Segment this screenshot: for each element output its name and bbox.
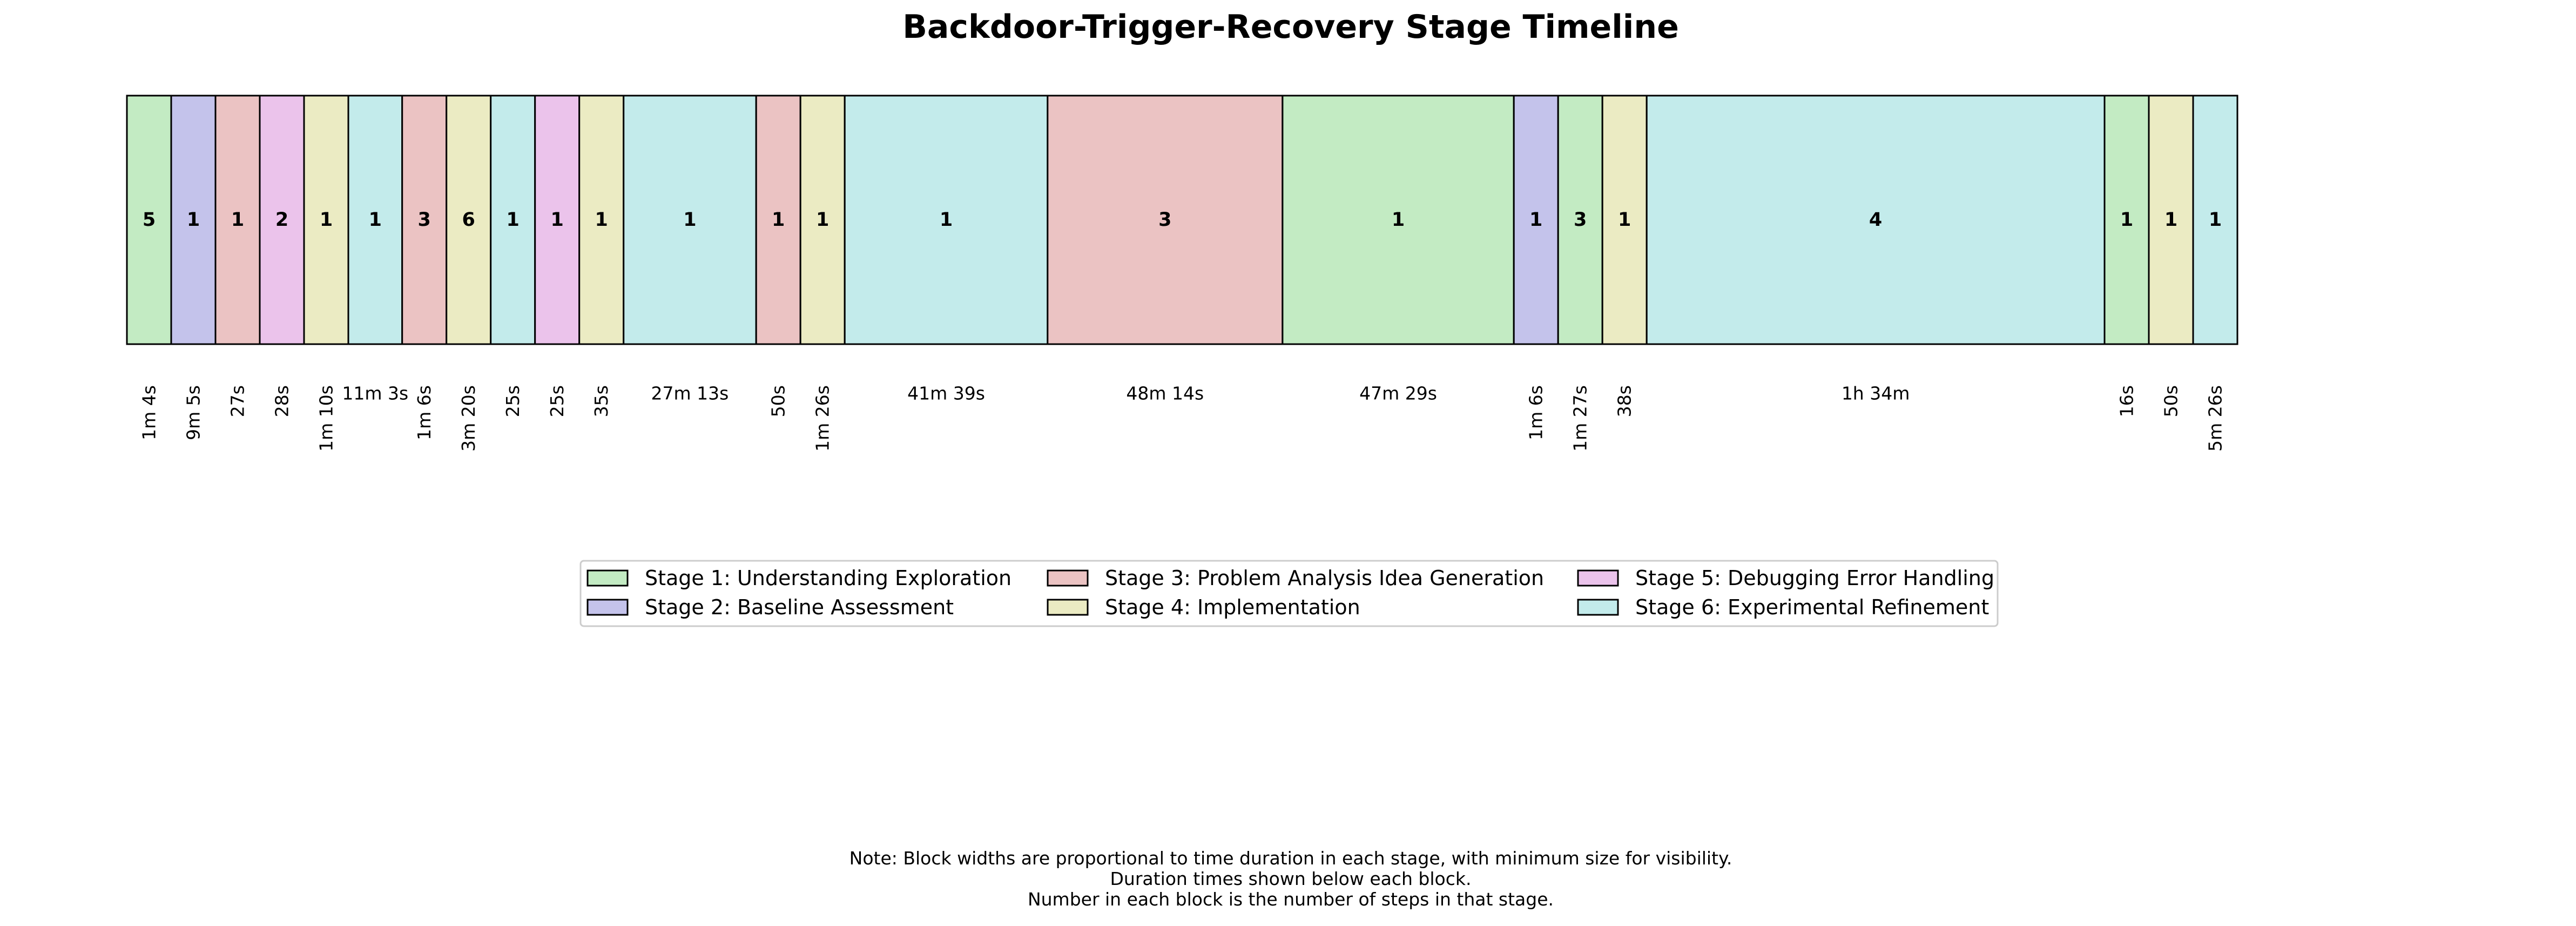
- legend-swatch: [1577, 599, 1619, 616]
- block-duration-label: 47m 29s: [1359, 383, 1437, 404]
- block-step-count: 3: [418, 209, 431, 231]
- block-step-count: 1: [551, 209, 564, 231]
- block-step-count: 5: [143, 209, 156, 231]
- timeline-block: [755, 95, 801, 345]
- block-step-count: 1: [231, 209, 244, 231]
- block-duration-label: 41m 39s: [907, 383, 985, 404]
- legend-label: Stage 4: Implementation: [1105, 595, 1360, 619]
- block-duration-label: 11m 3s: [342, 383, 408, 404]
- block-step-count: 1: [683, 209, 696, 231]
- note-line-2: Duration times shown below each block.: [1110, 868, 1472, 889]
- block-step-count: 1: [187, 209, 200, 231]
- timeline-block: [214, 95, 261, 345]
- block-duration-label: 27m 13s: [651, 383, 729, 404]
- block-step-count: 1: [1618, 209, 1631, 231]
- block-step-count: 1: [2209, 209, 2222, 231]
- block-step-count: 1: [595, 209, 608, 231]
- duration-labels: 1m 4s 9m 5s 27s 28s 1m 10s 11m 3s 1m 6s 3m 20s 2…: [139, 383, 2226, 452]
- block-duration-label: 50s: [2161, 385, 2182, 417]
- block-duration-label: 35s: [591, 385, 612, 417]
- timeline-block: [1557, 95, 1603, 345]
- legend-swatch: [1047, 599, 1089, 616]
- legend-label: Stage 1: Understanding Exploration: [645, 566, 1011, 590]
- timeline-blocks: 5 1 1 2 1 1 3 6 1 1 1 1 1 1 1 3 1 1 3 1 4 1 1 1: [126, 95, 2238, 345]
- legend-label: Stage 5: Debugging Error Handling: [1635, 566, 1994, 590]
- legend-frame: [579, 560, 1999, 627]
- block-duration-label: 1h 34m: [1842, 383, 1910, 404]
- block-step-count: 1: [772, 209, 785, 231]
- legend-swatch: [1047, 569, 1089, 587]
- timeline-block: [401, 95, 448, 345]
- timeline-block: [844, 95, 1049, 345]
- block-duration-label: 28s: [272, 385, 293, 417]
- block-step-count: 1: [507, 209, 520, 231]
- block-duration-label: 1m 27s: [1570, 385, 1591, 452]
- legend-label: Stage 6: Experimental Refinement: [1635, 595, 1989, 619]
- block-duration-label: 25s: [502, 385, 523, 417]
- timeline-block: [2192, 95, 2238, 345]
- note-line-1: Note: Block widths are proportional to t…: [849, 848, 1732, 869]
- timeline-block: [1601, 95, 1648, 345]
- block-duration-label: 38s: [1614, 385, 1635, 417]
- legend: Stage 1: Understanding Exploration Stage …: [579, 560, 1999, 627]
- block-duration-label: 1m 6s: [414, 385, 435, 440]
- timeline-block: [446, 95, 492, 345]
- legend-swatch: [586, 569, 629, 587]
- timeline-block: [1282, 95, 1515, 345]
- block-duration-label: 3m 20s: [458, 385, 479, 452]
- block-duration-label: 48m 14s: [1126, 383, 1204, 404]
- block-duration-label: 5m 26s: [2205, 385, 2226, 452]
- block-duration-label: 1m 10s: [316, 385, 337, 452]
- block-duration-label: 25s: [547, 385, 568, 417]
- legend-swatch: [1577, 569, 1619, 587]
- timeline-block: [126, 95, 172, 345]
- legend-label: Stage 2: Baseline Assessment: [645, 595, 954, 619]
- chart-title: Backdoor-Trigger-Recovery Stage Timeline: [902, 8, 1679, 46]
- timeline-block: [1047, 95, 1284, 345]
- timeline-block: [2103, 95, 2150, 345]
- block-step-count: 1: [2164, 209, 2177, 231]
- timeline-block: [490, 95, 536, 345]
- timeline-block: [303, 95, 349, 345]
- timeline-block: [623, 95, 757, 345]
- block-step-count: 1: [320, 209, 333, 231]
- block-step-count: 1: [940, 209, 953, 231]
- block-duration-label: 1m 4s: [139, 385, 160, 440]
- block-step-count: 3: [1574, 209, 1587, 231]
- timeline-block: [1646, 95, 2106, 345]
- timeline-block: [799, 95, 846, 345]
- note-line-3: Number in each block is the number of st…: [1028, 889, 1554, 910]
- block-step-count: 1: [369, 209, 382, 231]
- timeline-block: [347, 95, 403, 345]
- chart-note: Note: Block widths are proportional to t…: [849, 848, 1732, 910]
- block-duration-label: 1m 26s: [812, 385, 833, 452]
- block-step-count: 4: [1869, 209, 1882, 231]
- block-step-count: 1: [816, 209, 829, 231]
- block-step-count: 1: [2120, 209, 2133, 231]
- block-duration-label: 9m 5s: [183, 385, 204, 440]
- block-duration-label: 16s: [2116, 385, 2137, 417]
- timeline-block: [170, 95, 217, 345]
- block-step-count: 1: [1392, 209, 1405, 231]
- timeline-block: [2148, 95, 2194, 345]
- timeline-block: [534, 95, 581, 345]
- block-step-count: 3: [1158, 209, 1171, 231]
- block-duration-label: 27s: [227, 385, 248, 417]
- block-step-count: 6: [462, 209, 475, 231]
- timeline-block: [1513, 95, 1559, 345]
- legend-label: Stage 3: Problem Analysis Idea Generatio…: [1105, 566, 1544, 590]
- block-step-count: 1: [1529, 209, 1542, 231]
- block-duration-label: 1m 6s: [1526, 385, 1547, 440]
- block-step-count: 2: [275, 209, 288, 231]
- block-duration-label: 50s: [768, 385, 789, 417]
- legend-swatch: [586, 599, 629, 616]
